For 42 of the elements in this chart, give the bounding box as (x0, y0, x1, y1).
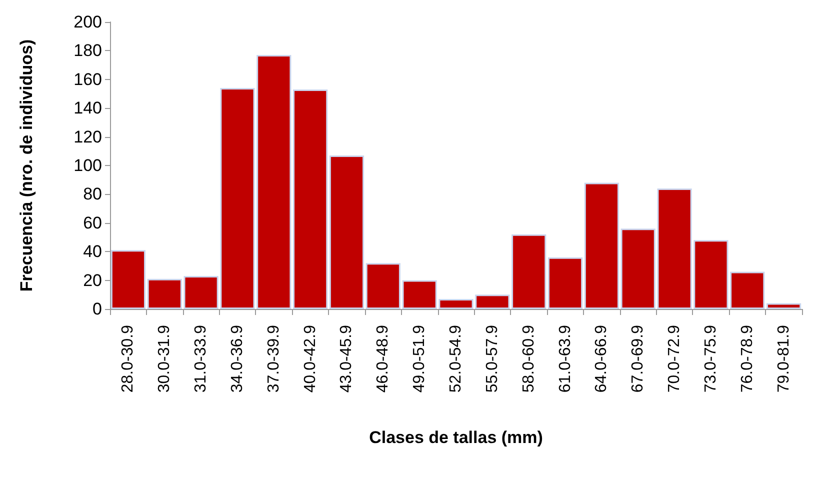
bar (293, 89, 328, 309)
y-tick-label: 160 (74, 70, 102, 89)
x-tick-label: 28.0-30.9 (120, 324, 137, 393)
y-tick-label: 120 (74, 127, 102, 146)
y-tick-label: 60 (83, 213, 102, 232)
x-tick-label: 61.0-63.9 (556, 324, 574, 393)
y-tick-label: 80 (83, 184, 102, 204)
y-tick-label: 100 (74, 156, 102, 175)
x-tick-label: 40.0-42.9 (302, 324, 319, 393)
x-tick-label: 52.0-54.9 (448, 324, 464, 393)
y-tick-label: 140 (74, 98, 102, 118)
y-tick-label: 40 (83, 242, 102, 262)
x-tick-label: 55.0-57.9 (484, 324, 501, 393)
x-tick-label: 70.0-72.9 (666, 324, 684, 393)
y-tick-label: 180 (74, 41, 102, 60)
bar (512, 234, 546, 309)
x-tick-label: 64.0-66.9 (593, 324, 610, 393)
x-tick-label: 79.0-81.9 (775, 324, 792, 393)
x-tick-label: 46.0-48.9 (374, 324, 392, 393)
bar (584, 182, 619, 309)
bar (147, 278, 182, 309)
bar (366, 263, 400, 309)
x-tick-label: 43.0-45.9 (338, 324, 356, 393)
x-tick-label: 30.0-31.9 (156, 324, 174, 393)
x-axis-title: Clases de tallas (mm) (369, 428, 543, 447)
bar (766, 303, 802, 309)
x-tick-label: 49.0-51.9 (411, 324, 428, 393)
bar (548, 257, 583, 309)
y-tick-label: 0 (92, 300, 102, 318)
y-tick-label: 20 (83, 270, 102, 290)
y-tick-label: 200 (74, 12, 102, 32)
x-tick-label: 73.0-75.9 (702, 324, 720, 393)
y-axis-title: Frecuencia (nro. de individuos) (17, 39, 36, 292)
bar (730, 272, 765, 309)
bar (329, 155, 364, 309)
x-tick-label: 34.0-36.9 (228, 324, 246, 393)
bar (110, 250, 146, 309)
x-tick-label: 37.0-39.9 (265, 324, 282, 393)
x-tick-label: 58.0-60.9 (520, 324, 538, 393)
x-tick-label: 76.0-78.9 (738, 324, 756, 393)
x-tick-label: 31.0-33.9 (192, 324, 210, 393)
x-tick-label: 67.0-69.9 (630, 324, 647, 393)
